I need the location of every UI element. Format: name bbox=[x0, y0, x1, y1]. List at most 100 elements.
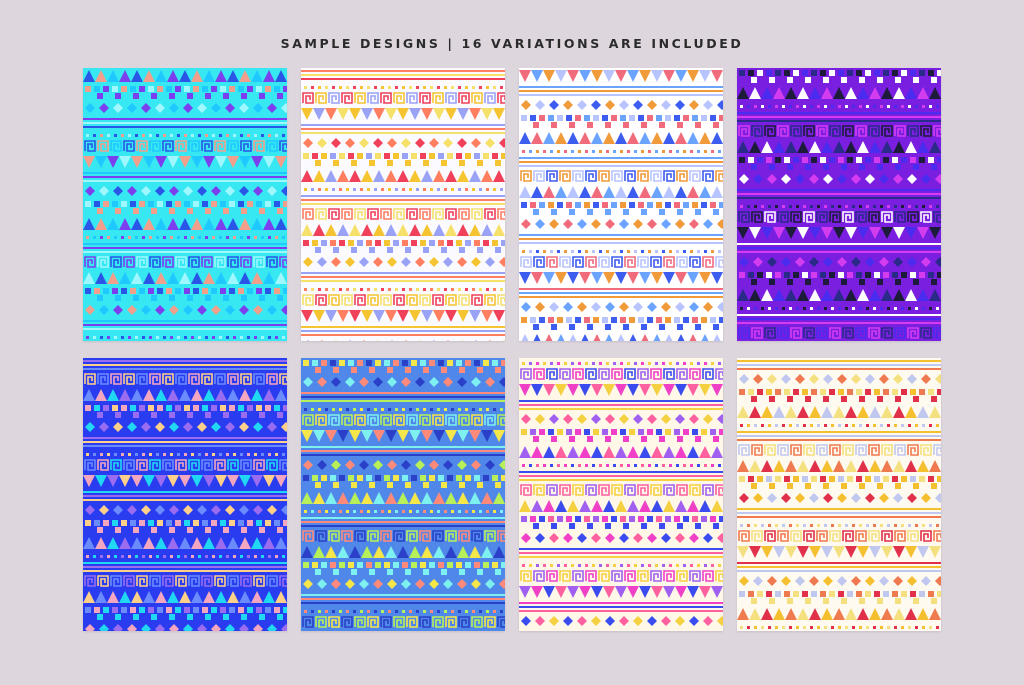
triangle bbox=[881, 227, 893, 239]
dot bbox=[472, 610, 475, 613]
stripe bbox=[519, 602, 723, 604]
square bbox=[802, 70, 808, 76]
square bbox=[877, 164, 883, 170]
dot bbox=[367, 288, 370, 291]
square bbox=[739, 157, 745, 163]
dot bbox=[430, 408, 433, 411]
square bbox=[847, 591, 853, 597]
spiral bbox=[624, 368, 636, 380]
square bbox=[402, 475, 408, 481]
square bbox=[674, 202, 680, 208]
diamond bbox=[739, 374, 749, 384]
spiral bbox=[816, 327, 828, 339]
square bbox=[312, 240, 318, 246]
square bbox=[441, 160, 447, 166]
spiral bbox=[829, 211, 841, 223]
dot bbox=[613, 564, 616, 567]
diamond bbox=[471, 377, 481, 387]
square bbox=[139, 520, 145, 526]
spiral bbox=[920, 125, 932, 137]
triangle bbox=[457, 430, 469, 442]
dot bbox=[374, 408, 377, 411]
dot bbox=[718, 250, 721, 253]
square bbox=[769, 396, 775, 402]
square bbox=[551, 122, 557, 128]
diamond bbox=[619, 100, 629, 110]
dot bbox=[711, 150, 714, 153]
square bbox=[647, 115, 653, 121]
stripe bbox=[519, 400, 723, 402]
square bbox=[739, 272, 745, 278]
triangle bbox=[821, 546, 833, 558]
stripe bbox=[519, 90, 723, 92]
stripe bbox=[83, 126, 287, 128]
triangle bbox=[603, 70, 615, 82]
square bbox=[665, 115, 671, 121]
dot bbox=[437, 510, 440, 513]
spiral bbox=[97, 256, 109, 268]
triangle bbox=[917, 87, 929, 99]
square bbox=[202, 520, 208, 526]
triangle bbox=[533, 334, 541, 341]
square bbox=[423, 569, 429, 575]
dot bbox=[606, 362, 609, 365]
square bbox=[811, 591, 817, 597]
square bbox=[184, 607, 190, 613]
diamond bbox=[865, 576, 875, 586]
square bbox=[584, 115, 590, 121]
dot bbox=[374, 288, 377, 291]
square bbox=[283, 405, 287, 411]
square bbox=[557, 115, 563, 121]
spiral bbox=[650, 484, 662, 496]
dot bbox=[669, 464, 672, 467]
square bbox=[112, 86, 118, 92]
square bbox=[229, 288, 235, 294]
triangle bbox=[107, 272, 119, 284]
diamond bbox=[781, 493, 791, 503]
triangle bbox=[555, 586, 567, 598]
triangle bbox=[361, 492, 373, 504]
dot bbox=[346, 86, 349, 89]
dot bbox=[761, 307, 764, 310]
dot bbox=[107, 555, 110, 558]
square bbox=[539, 115, 545, 121]
triangle bbox=[531, 272, 543, 284]
dot bbox=[901, 524, 904, 527]
spiral bbox=[559, 368, 571, 380]
triangle bbox=[445, 224, 457, 236]
page-title: SAMPLE DESIGNS | 16 VARIATIONS ARE INCLU… bbox=[280, 36, 744, 51]
dot bbox=[416, 610, 419, 613]
dot bbox=[268, 336, 271, 339]
spiral bbox=[546, 368, 558, 380]
triangle bbox=[785, 289, 797, 301]
stripe bbox=[737, 116, 941, 118]
diamond bbox=[85, 422, 95, 432]
triangle bbox=[215, 389, 227, 401]
triangle bbox=[275, 537, 287, 549]
dot bbox=[852, 307, 855, 310]
dot bbox=[275, 555, 278, 558]
square bbox=[910, 591, 916, 597]
square bbox=[793, 476, 799, 482]
diamond bbox=[605, 302, 615, 312]
triangle bbox=[627, 186, 639, 198]
square bbox=[629, 317, 635, 323]
spiral bbox=[920, 444, 932, 456]
dot bbox=[690, 150, 693, 153]
square bbox=[151, 614, 157, 620]
dot bbox=[360, 188, 363, 191]
diamond bbox=[809, 576, 819, 586]
spiral bbox=[803, 327, 815, 339]
dot bbox=[522, 564, 525, 567]
dot bbox=[817, 524, 820, 527]
stripe bbox=[519, 242, 723, 244]
square bbox=[423, 160, 429, 166]
square bbox=[247, 520, 253, 526]
square bbox=[274, 201, 280, 207]
dot bbox=[831, 524, 834, 527]
dot bbox=[423, 86, 426, 89]
square bbox=[569, 122, 575, 128]
dot bbox=[107, 453, 110, 456]
square bbox=[133, 295, 139, 301]
dot bbox=[311, 408, 314, 411]
